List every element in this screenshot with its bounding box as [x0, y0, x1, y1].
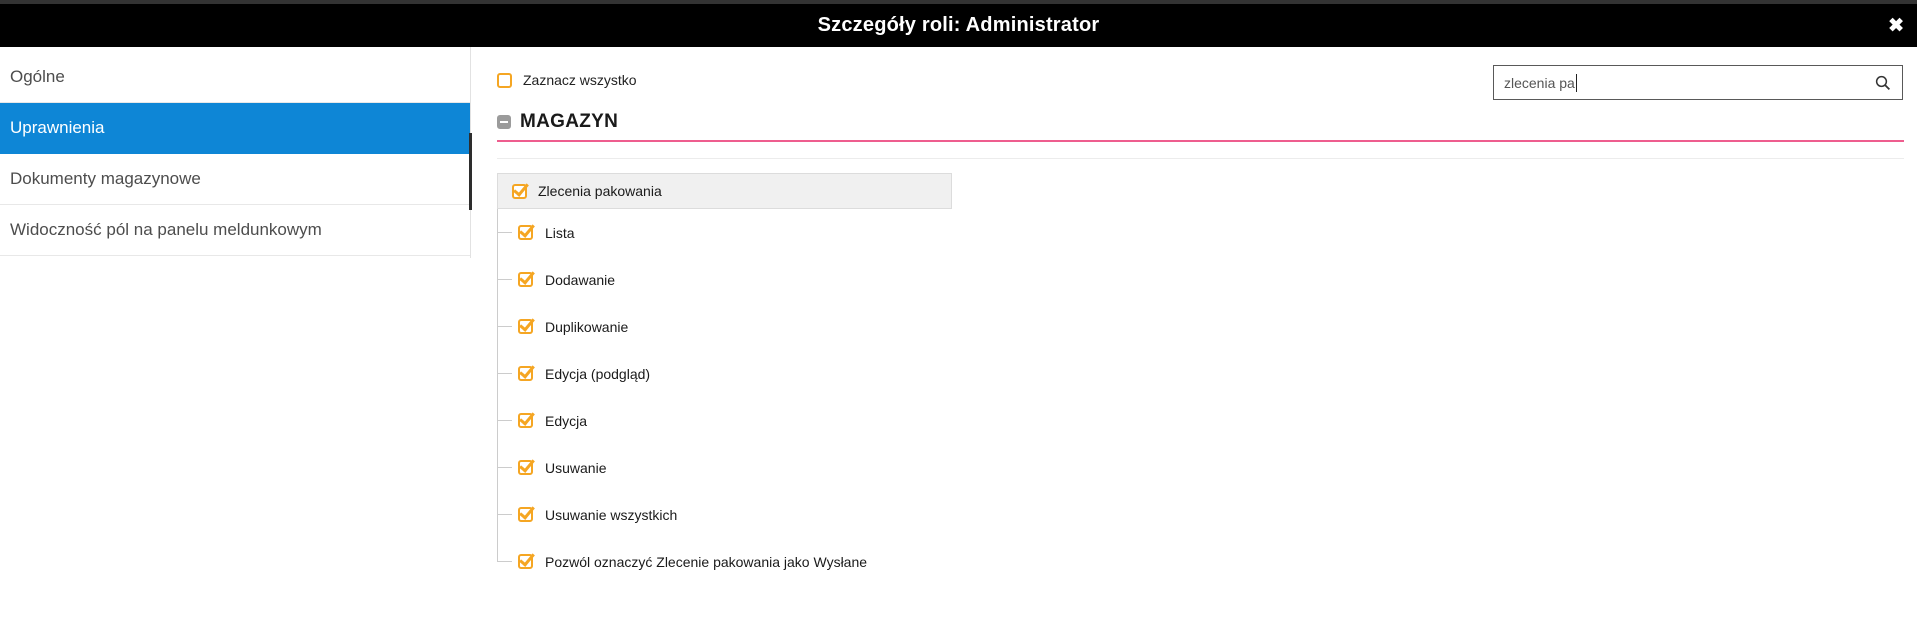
tree-connector-line — [497, 209, 498, 562]
collapse-minus-icon[interactable] — [497, 115, 511, 129]
close-icon[interactable]: ✖ — [1888, 15, 1904, 36]
modal-title-bar: Szczegóły roli: Administrator ✖ — [0, 4, 1917, 47]
tree-row-pozwol-oznaczyc: Pozwól oznaczyć Zlecenie pakowania jako … — [497, 538, 952, 585]
tree-row-label: Pozwól oznaczyć Zlecenie pakowania jako … — [545, 553, 868, 570]
tree-row-edycja: Edycja — [497, 397, 952, 444]
tree-row-edycja-podglad: Edycja (podgląd) — [497, 350, 952, 397]
tree-row-label: Duplikowanie — [545, 318, 629, 335]
tree-top-border — [497, 158, 1904, 159]
section-title: MAGAZYN — [520, 111, 619, 132]
tree-row-duplikowanie: Duplikowanie — [497, 303, 952, 350]
sidebar-scrollbar-thumb[interactable] — [469, 133, 472, 210]
tree-children: Lista Dodawanie Duplikowanie Edycja (pod… — [497, 209, 952, 585]
checkbox-pozwol-oznaczyc[interactable] — [518, 554, 533, 569]
sidebar-item-label: Widoczność pól na panelu meldunkowym — [10, 220, 322, 239]
checkbox-edycja[interactable] — [518, 413, 533, 428]
tree-row-label: Edycja — [545, 412, 588, 429]
tree-row-label: Usuwanie — [545, 459, 607, 476]
search-input[interactable]: zlecenia pa — [1493, 65, 1903, 100]
section-accent-line — [497, 140, 1904, 142]
tree-row-lista: Lista — [497, 209, 952, 256]
select-all-label: Zaznacz wszystko — [523, 72, 637, 88]
tree-branch-line — [497, 420, 512, 421]
search-icon[interactable] — [1874, 74, 1892, 92]
checkbox-usuwanie[interactable] — [518, 460, 533, 475]
search-input-value: zlecenia pa — [1504, 74, 1575, 91]
text-cursor — [1575, 73, 1577, 92]
select-all-row: Zaznacz wszystko — [497, 72, 637, 88]
modal-title: Szczegóły roli: Administrator — [817, 14, 1100, 36]
tree-parent-checkbox[interactable] — [512, 183, 527, 199]
tree-branch-line — [497, 514, 512, 515]
tree-parent-row[interactable]: Zlecenia pakowania — [497, 173, 952, 209]
tree-branch-line — [497, 467, 512, 468]
tree-row-usuwanie: Usuwanie — [497, 444, 952, 491]
sidebar: Ogólne Uprawnienia Dokumenty magazynowe … — [0, 47, 472, 636]
sidebar-item-dokumenty-magazynowe[interactable]: Dokumenty magazynowe — [0, 154, 471, 205]
tree-row-label: Edycja (podgląd) — [545, 365, 651, 382]
tree-row-label: Usuwanie wszystkich — [545, 506, 678, 523]
select-all-checkbox[interactable] — [497, 72, 512, 88]
tree-branch-line — [497, 373, 512, 374]
sidebar-item-label: Dokumenty magazynowe — [10, 169, 201, 188]
section-header-magazyn: MAGAZYN — [497, 111, 618, 133]
sidebar-item-uprawnienia[interactable]: Uprawnienia — [0, 103, 471, 154]
checkbox-lista[interactable] — [518, 225, 533, 240]
tree-row-label: Lista — [545, 224, 575, 241]
checkbox-edycja-podglad[interactable] — [518, 366, 533, 381]
permissions-panel: Zaznacz wszystko zlecenia pa MAGAZYN Zle… — [471, 47, 1917, 636]
checkbox-duplikowanie[interactable] — [518, 319, 533, 334]
tree-row-dodawanie: Dodawanie — [497, 256, 952, 303]
tree-branch-line — [497, 326, 512, 327]
sidebar-item-widocznosc-pol[interactable]: Widoczność pól na panelu meldunkowym — [0, 205, 471, 256]
modal-content: Ogólne Uprawnienia Dokumenty magazynowe … — [0, 47, 1917, 636]
sidebar-item-ogolne[interactable]: Ogólne — [0, 52, 471, 103]
permissions-tree: Zlecenia pakowania Lista Dodawanie — [497, 173, 952, 585]
sidebar-item-label: Uprawnienia — [10, 118, 105, 137]
checkbox-dodawanie[interactable] — [518, 272, 533, 287]
tree-branch-line — [497, 561, 512, 562]
tree-branch-line — [497, 279, 512, 280]
checkbox-usuwanie-wszystkich[interactable] — [518, 507, 533, 522]
sidebar-item-label: Ogólne — [10, 67, 65, 86]
tree-row-label: Dodawanie — [545, 271, 616, 288]
tree-row-usuwanie-wszystkich: Usuwanie wszystkich — [497, 491, 952, 538]
window-top-strip — [0, 0, 1917, 4]
tree-parent-label: Zlecenia pakowania — [538, 183, 662, 199]
tree-branch-line — [497, 232, 512, 233]
